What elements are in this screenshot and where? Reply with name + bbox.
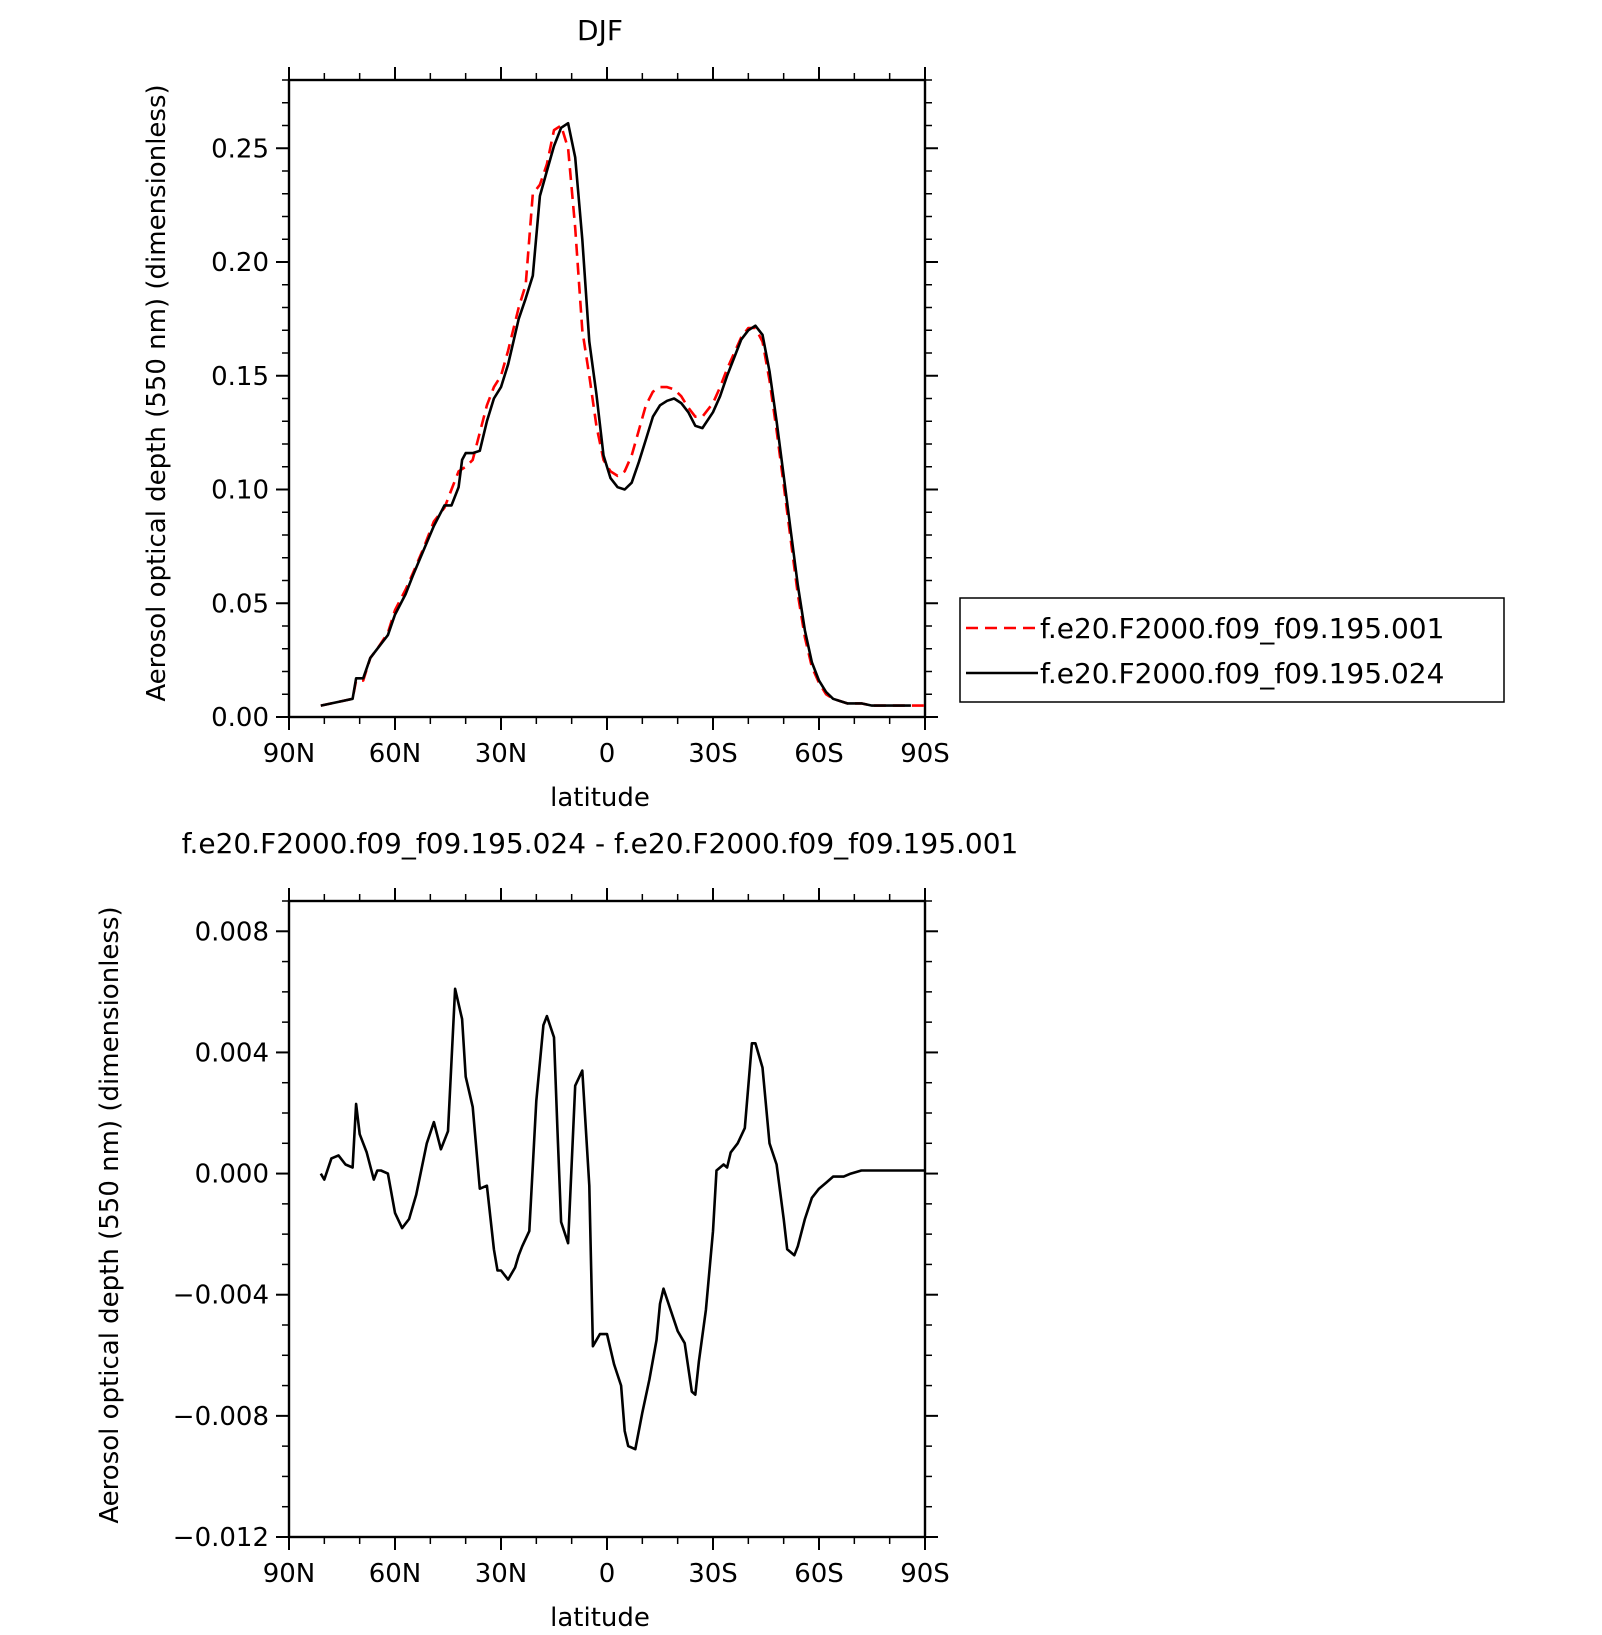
x-axis-label: latitude xyxy=(550,783,650,813)
x-axis-label: latitude xyxy=(550,1603,650,1633)
x-tick-label: 0 xyxy=(599,739,616,769)
panel-top: DJF 90N 60N 30N 0 30S 60S 90S 0.00 0.05 0.10 0.15 0… xyxy=(142,14,1505,813)
x-tick-label: 30N xyxy=(475,739,528,769)
y-tick-label: 0.004 xyxy=(195,1038,269,1068)
axes-bottom: 90N 60N 30N 0 30S 60S 90S 0.008 0.004 0.000 −0.004… xyxy=(173,888,950,1589)
series-line-024 xyxy=(320,121,911,707)
axes-top: 90N 60N 30N 0 30S 60S 90S 0.00 0.05 0.10 0.15 0.20 0… xyxy=(211,67,950,769)
series-group-bottom xyxy=(319,987,925,1451)
x-tick-label: 30S xyxy=(688,739,738,769)
legend-box xyxy=(959,597,1505,703)
y-tick-label: −0.004 xyxy=(173,1281,269,1311)
series-group-top xyxy=(320,121,925,707)
y-tick-label: −0.012 xyxy=(173,1523,269,1553)
series-line-001 xyxy=(320,124,925,707)
chart-title: DJF xyxy=(577,14,623,47)
x-tick-label: 60N xyxy=(369,739,422,769)
legend: f.e20.F2000.f09_f09.195.001 f.e20.F2000.… xyxy=(959,597,1505,703)
y-axis-label: Aerosol optical depth (550 nm) (dimensio… xyxy=(142,84,172,701)
legend-label-series-001: f.e20.F2000.f09_f09.195.001 xyxy=(1040,612,1444,645)
x-tick-label: 90S xyxy=(900,1559,950,1589)
x-tick-label: 0 xyxy=(599,1559,616,1589)
y-tick-label: 0.10 xyxy=(211,476,269,506)
x-tick-label: 90N xyxy=(263,1559,316,1589)
y-tick-label: 0.008 xyxy=(195,917,269,947)
x-tick-label: 60S xyxy=(794,1559,844,1589)
x-tick-label: 90S xyxy=(900,739,950,769)
plot-frame xyxy=(287,78,927,719)
y-tick-label: 0.25 xyxy=(211,134,269,164)
x-tick-label: 60S xyxy=(794,739,844,769)
y-tick-label: 0.05 xyxy=(211,589,269,619)
series-line-difference xyxy=(319,987,925,1451)
x-tick-label: 60N xyxy=(369,1559,422,1589)
plot-frame xyxy=(287,899,927,1539)
legend-label-series-024: f.e20.F2000.f09_f09.195.024 xyxy=(1040,657,1444,690)
difference-title: f.e20.F2000.f09_f09.195.024 - f.e20.F200… xyxy=(182,827,1019,860)
y-axis-label: Aerosol optical depth (550 nm) (dimensio… xyxy=(95,906,125,1523)
y-tick-label: 0.000 xyxy=(195,1160,269,1190)
y-tick-label: 0.20 xyxy=(211,248,269,278)
panel-bottom: f.e20.F2000.f09_f09.195.024 - f.e20.F200… xyxy=(95,827,1018,1633)
y-tick-label: −0.008 xyxy=(173,1402,269,1432)
x-tick-label: 90N xyxy=(263,739,316,769)
y-tick-label: 0.00 xyxy=(211,703,269,733)
x-tick-label: 30S xyxy=(688,1559,738,1589)
x-tick-label: 30N xyxy=(475,1559,528,1589)
y-tick-label: 0.15 xyxy=(211,362,269,392)
